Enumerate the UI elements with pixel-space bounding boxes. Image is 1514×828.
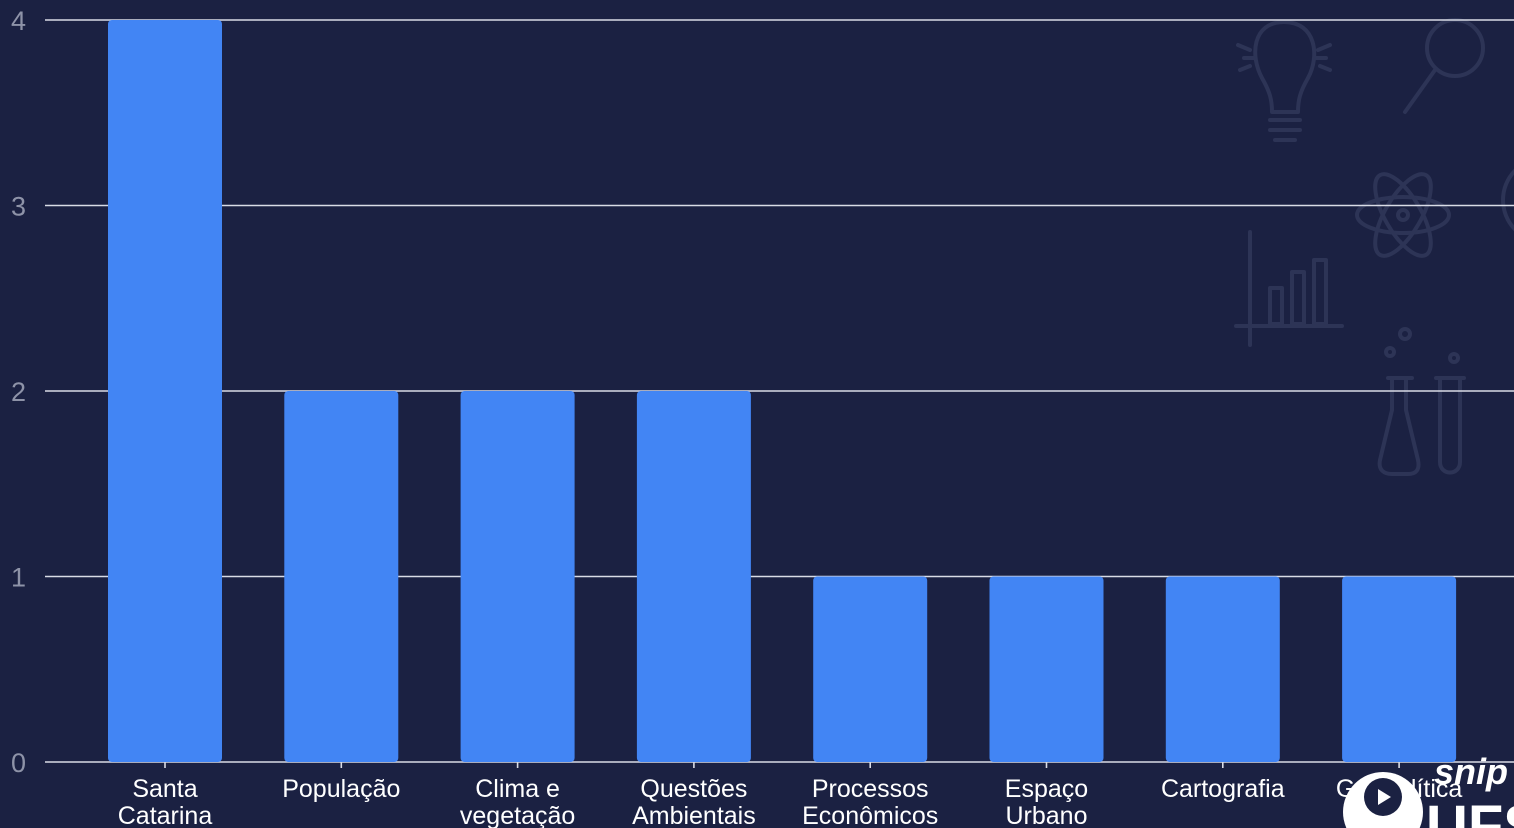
y-tick-label-1: 1 <box>11 563 26 593</box>
x-tick-label-0-0: Santa <box>132 775 197 803</box>
lightbulb-icon <box>1236 20 1332 142</box>
x-tick-label-2-0: Clima e <box>475 775 560 803</box>
snip-ufs-logo: snip UFS <box>1343 751 1514 828</box>
bar-7 <box>1342 576 1457 762</box>
bar-1 <box>284 391 399 762</box>
bar-chart-icon <box>1234 230 1344 347</box>
x-tick-label-3-1: Ambientais <box>632 802 756 828</box>
flask-icon <box>1377 327 1421 476</box>
test-tube-icon <box>1434 352 1466 475</box>
x-tick-label-3-0: Questões <box>640 775 747 803</box>
x-tick-label-0-1: Catarina <box>118 802 213 828</box>
y-tick-label-4: 4 <box>11 6 26 36</box>
y-tick-label-2: 2 <box>11 377 26 407</box>
bar-4 <box>813 576 928 762</box>
bar-5 <box>989 576 1104 762</box>
bar-6 <box>1165 576 1280 762</box>
x-tick-label-1-0: População <box>282 775 400 803</box>
x-tick-label-5-1: Urbano <box>1006 802 1088 828</box>
partial-circle-icon <box>1501 168 1514 232</box>
bar-3 <box>636 391 751 762</box>
background-decorations <box>1234 18 1514 476</box>
atom-icon <box>1355 172 1451 258</box>
y-tick-label-3: 3 <box>11 192 26 222</box>
x-tick-label-2-1: vegetação <box>460 802 575 828</box>
x-tick-label-5-0: Espaço <box>1005 775 1088 803</box>
x-tick-label-4-1: Econômicos <box>802 802 938 828</box>
x-tick-label-6-0: Cartografia <box>1161 775 1285 803</box>
logo-text-bottom: UFS <box>1426 794 1514 828</box>
logo-text-top: snip <box>1434 751 1508 792</box>
y-tick-label-0: 0 <box>11 748 26 778</box>
bar-0 <box>108 20 222 762</box>
x-tick-label-4-0: Processos <box>812 775 929 803</box>
magnifier-icon <box>1403 18 1485 114</box>
bar-2 <box>460 391 575 762</box>
bars-layer <box>108 20 1457 762</box>
